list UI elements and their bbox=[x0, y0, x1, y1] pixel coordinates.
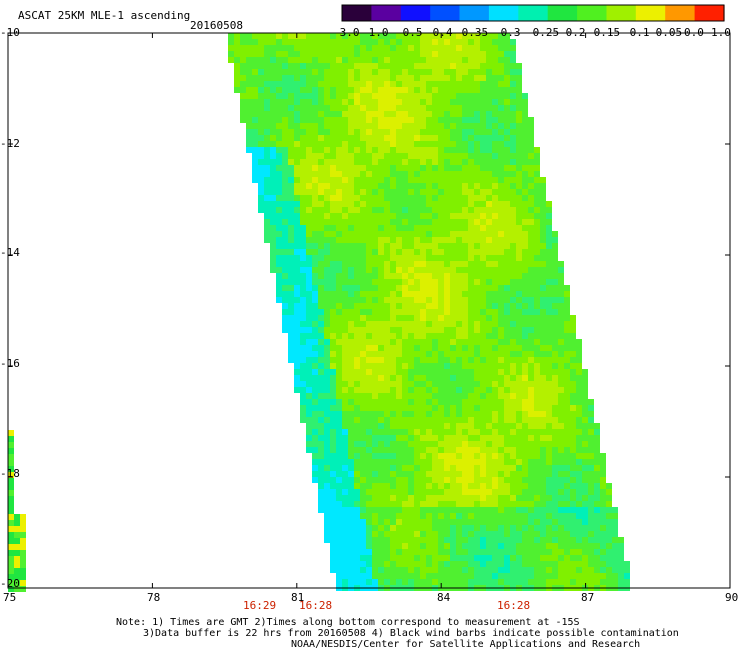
pass-time-label: 16:28 bbox=[299, 599, 333, 612]
colorbar-label: -0.35 bbox=[455, 26, 489, 39]
colorbar-segment bbox=[371, 5, 402, 21]
lon-tick-label: 78 bbox=[147, 591, 161, 604]
lat-tick-label: -18 bbox=[0, 467, 20, 480]
colorbar-segment bbox=[430, 5, 461, 21]
lat-tick-label: -14 bbox=[0, 246, 20, 259]
pass-time-label: 16:29 bbox=[243, 599, 277, 612]
colorbar-segment bbox=[518, 5, 549, 21]
mle-swath-cells bbox=[8, 33, 630, 592]
colorbar-segment bbox=[665, 5, 696, 21]
lon-tick-label: 90 bbox=[725, 591, 739, 604]
colorbar-label: -0.1 bbox=[623, 26, 650, 39]
product-title: ASCAT 25KM MLE-1 ascending bbox=[18, 9, 191, 22]
colorbar-label: -1.0 bbox=[362, 26, 389, 39]
colorbar-segment bbox=[694, 5, 725, 21]
note-line-1: Note: 1) Times are GMT 2)Times along bot… bbox=[116, 617, 580, 628]
colorbar-segment bbox=[547, 5, 578, 21]
colorbar-segment bbox=[342, 5, 372, 21]
lat-tick-label: -20 bbox=[0, 577, 20, 590]
tick-marks bbox=[7, 32, 731, 589]
colorbar-label: -0.2 bbox=[559, 26, 586, 39]
colorbar-label: -3.0 bbox=[333, 26, 360, 39]
colorbar-strip bbox=[341, 4, 725, 22]
colorbar-segment bbox=[635, 5, 666, 21]
pass-time-label: 16:28 bbox=[497, 599, 531, 612]
colorbar-label: -0.3 bbox=[494, 26, 521, 39]
lon-tick-label: 87 bbox=[581, 591, 595, 604]
colorbar-label: -0.25 bbox=[526, 26, 560, 39]
product-date: 20160508 bbox=[190, 19, 243, 32]
map-frame bbox=[7, 32, 731, 589]
colorbar-label: -0.15 bbox=[587, 26, 621, 39]
colorbar-segment bbox=[400, 5, 431, 21]
colorbar-segment bbox=[577, 5, 608, 21]
lat-tick-label: -12 bbox=[0, 137, 20, 150]
note-line-2: 3)Data buffer is 22 hrs from 20160508 4)… bbox=[143, 628, 679, 639]
lat-tick-label: -16 bbox=[0, 357, 20, 370]
colorbar-label: -0.05 bbox=[649, 26, 683, 39]
lon-tick-label: 84 bbox=[437, 591, 451, 604]
colorbar-label: 1.0 bbox=[711, 26, 731, 39]
colorbar-segment bbox=[488, 5, 519, 21]
colorbar-label: -0.5 bbox=[396, 26, 423, 39]
lat-tick-label: -10 bbox=[0, 26, 20, 39]
colorbar-segment bbox=[459, 5, 490, 21]
colorbar-label: -0.4 bbox=[426, 26, 453, 39]
note-line-3: NOAA/NESDIS/Center for Satellite Applica… bbox=[291, 639, 641, 650]
lon-tick-label: 75 bbox=[3, 591, 17, 604]
colorbar-label: 0.0 bbox=[684, 26, 704, 39]
colorbar-segment bbox=[606, 5, 637, 21]
lon-tick-label: 81 bbox=[291, 591, 305, 604]
